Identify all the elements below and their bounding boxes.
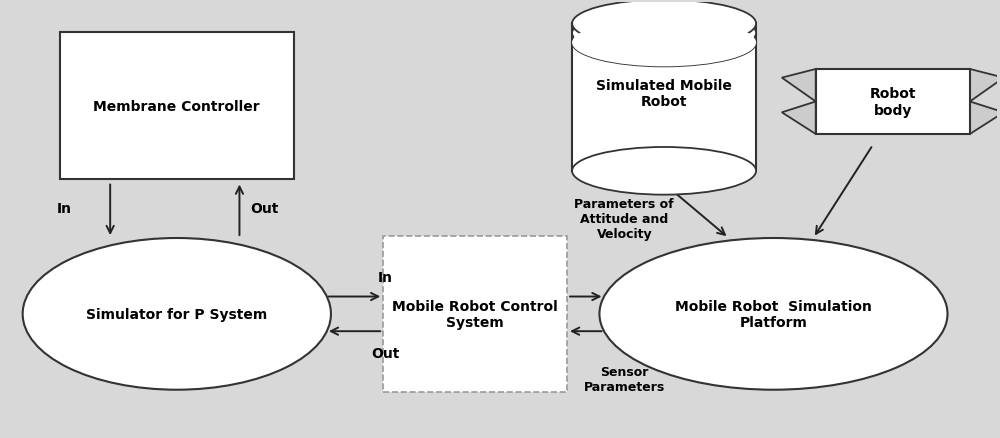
Ellipse shape [572,20,756,67]
FancyBboxPatch shape [572,25,756,171]
Polygon shape [782,70,816,134]
Ellipse shape [572,148,756,195]
FancyBboxPatch shape [816,70,970,134]
Text: Out: Out [250,201,279,215]
Ellipse shape [599,238,948,390]
Ellipse shape [572,20,756,67]
Text: Out: Out [371,346,400,360]
Ellipse shape [572,0,756,48]
Ellipse shape [23,238,331,390]
Text: Mobile Robot Control
System: Mobile Robot Control System [392,299,558,329]
Text: Membrane Controller: Membrane Controller [93,99,260,113]
Text: Parameters of
Attitude and
Velocity: Parameters of Attitude and Velocity [574,198,674,240]
Text: Simulated Mobile
Robot: Simulated Mobile Robot [596,78,732,109]
FancyBboxPatch shape [383,236,567,392]
FancyBboxPatch shape [60,33,294,180]
Text: Simulator for P System: Simulator for P System [86,307,267,321]
Ellipse shape [572,10,756,58]
Polygon shape [970,70,1000,134]
Text: In: In [57,201,72,215]
Text: Robot
body: Robot body [870,87,916,117]
Text: In: In [378,270,393,284]
Text: Mobile Robot  Simulation
Platform: Mobile Robot Simulation Platform [675,299,872,329]
Text: Sensor
Parameters: Sensor Parameters [584,365,665,393]
